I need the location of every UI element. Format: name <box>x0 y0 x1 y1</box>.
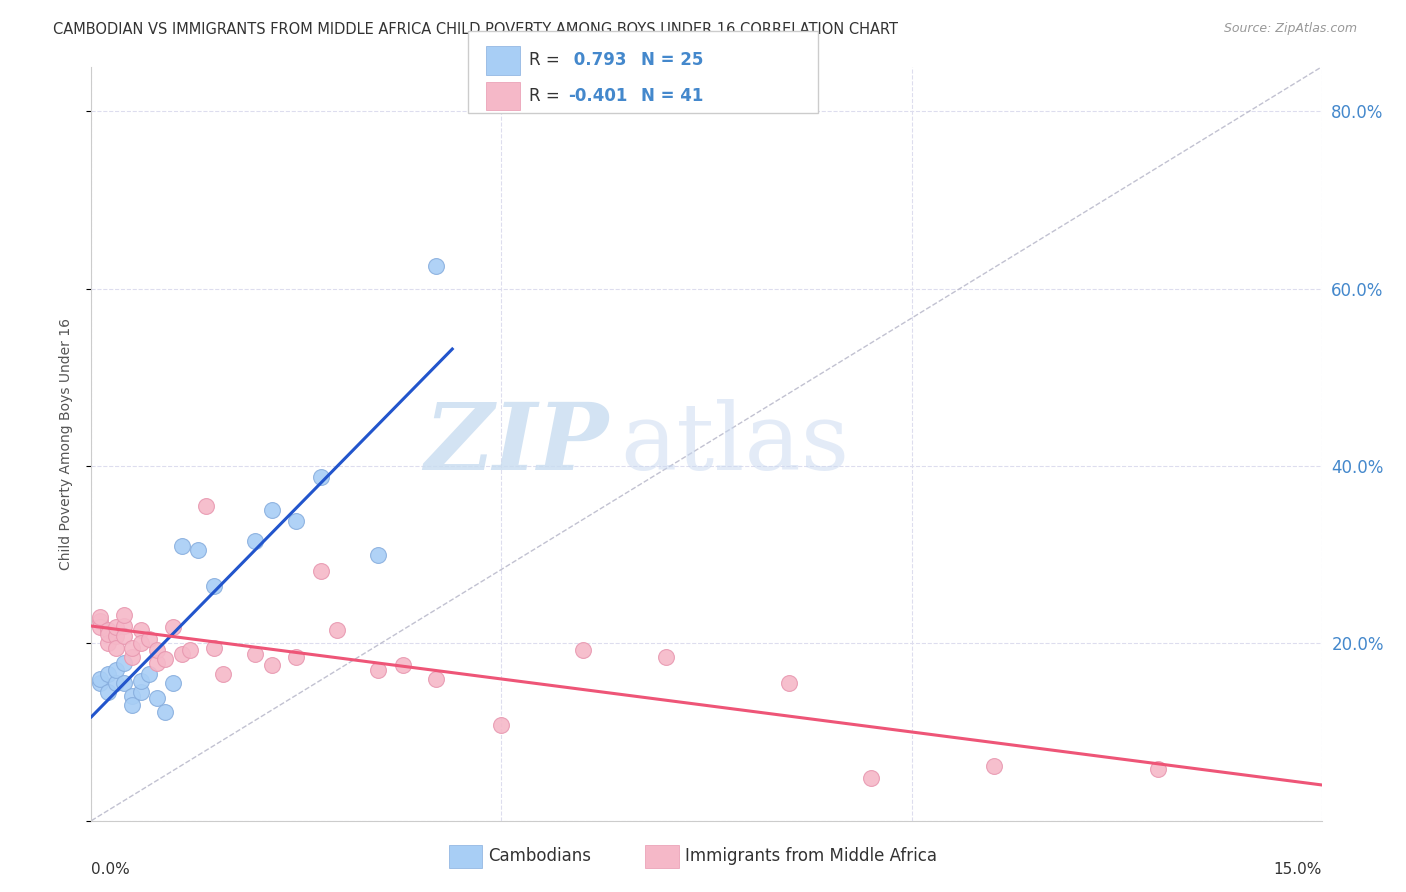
Text: atlas: atlas <box>620 399 849 489</box>
Point <box>285 649 308 664</box>
Point <box>89 676 111 690</box>
Point <box>367 663 389 677</box>
Point <box>138 632 160 646</box>
Point <box>1146 762 1168 776</box>
Point <box>129 636 152 650</box>
Point <box>285 514 308 528</box>
Point <box>179 643 201 657</box>
Point <box>97 667 120 681</box>
Text: 0.0%: 0.0% <box>91 862 131 877</box>
Text: R =: R = <box>529 87 565 104</box>
Point <box>105 620 127 634</box>
Point <box>97 627 120 641</box>
Point <box>129 623 152 637</box>
Point <box>112 656 135 670</box>
Point <box>105 663 127 677</box>
Point <box>153 652 177 666</box>
Point <box>146 656 169 670</box>
Point <box>89 609 111 624</box>
Point <box>112 676 135 690</box>
Text: N = 25: N = 25 <box>641 52 703 70</box>
Point <box>309 564 332 578</box>
Text: Immigrants from Middle Africa: Immigrants from Middle Africa <box>685 847 936 865</box>
Point <box>170 539 193 553</box>
Point <box>367 548 389 562</box>
Point <box>121 690 143 704</box>
Point <box>983 758 1005 772</box>
Point <box>97 623 120 637</box>
Point <box>162 620 184 634</box>
Point <box>146 643 169 657</box>
Point <box>121 640 143 655</box>
Point <box>97 685 120 699</box>
Point <box>392 658 415 673</box>
Point <box>202 579 225 593</box>
Text: Source: ZipAtlas.com: Source: ZipAtlas.com <box>1223 22 1357 36</box>
Text: 0.793: 0.793 <box>568 52 627 70</box>
Point <box>112 629 135 643</box>
Point <box>105 676 127 690</box>
Point <box>129 685 152 699</box>
Point <box>491 718 513 732</box>
Text: Cambodians: Cambodians <box>488 847 591 865</box>
Point <box>146 691 169 706</box>
Point <box>260 503 283 517</box>
Point <box>245 647 267 661</box>
Point <box>89 672 111 686</box>
Point <box>112 607 135 622</box>
Point <box>211 667 233 681</box>
Point <box>97 636 120 650</box>
Point <box>121 649 143 664</box>
Point <box>309 469 332 483</box>
Text: ZIP: ZIP <box>423 399 607 489</box>
Point <box>245 534 267 549</box>
Point <box>187 543 209 558</box>
Y-axis label: Child Poverty Among Boys Under 16: Child Poverty Among Boys Under 16 <box>59 318 73 570</box>
Point <box>572 643 595 657</box>
Point <box>153 706 177 720</box>
Point <box>425 672 447 686</box>
Point <box>326 623 349 637</box>
Point <box>129 673 152 688</box>
Point <box>162 676 184 690</box>
Point <box>112 618 135 632</box>
Text: -0.401: -0.401 <box>568 87 627 104</box>
Point <box>170 647 193 661</box>
Point <box>778 676 800 690</box>
Point <box>654 649 676 664</box>
Point <box>202 640 225 655</box>
Text: CAMBODIAN VS IMMIGRANTS FROM MIDDLE AFRICA CHILD POVERTY AMONG BOYS UNDER 16 COR: CAMBODIAN VS IMMIGRANTS FROM MIDDLE AFRI… <box>53 22 898 37</box>
Point <box>105 640 127 655</box>
Point <box>425 260 447 274</box>
Point <box>89 614 111 628</box>
Point <box>89 620 111 634</box>
Point <box>195 499 218 513</box>
Point <box>121 698 143 713</box>
Point <box>859 771 882 785</box>
Text: 15.0%: 15.0% <box>1274 862 1322 877</box>
Text: N = 41: N = 41 <box>641 87 703 104</box>
Point <box>138 667 160 681</box>
Point <box>260 658 283 673</box>
Text: R =: R = <box>529 52 565 70</box>
Point <box>105 629 127 643</box>
